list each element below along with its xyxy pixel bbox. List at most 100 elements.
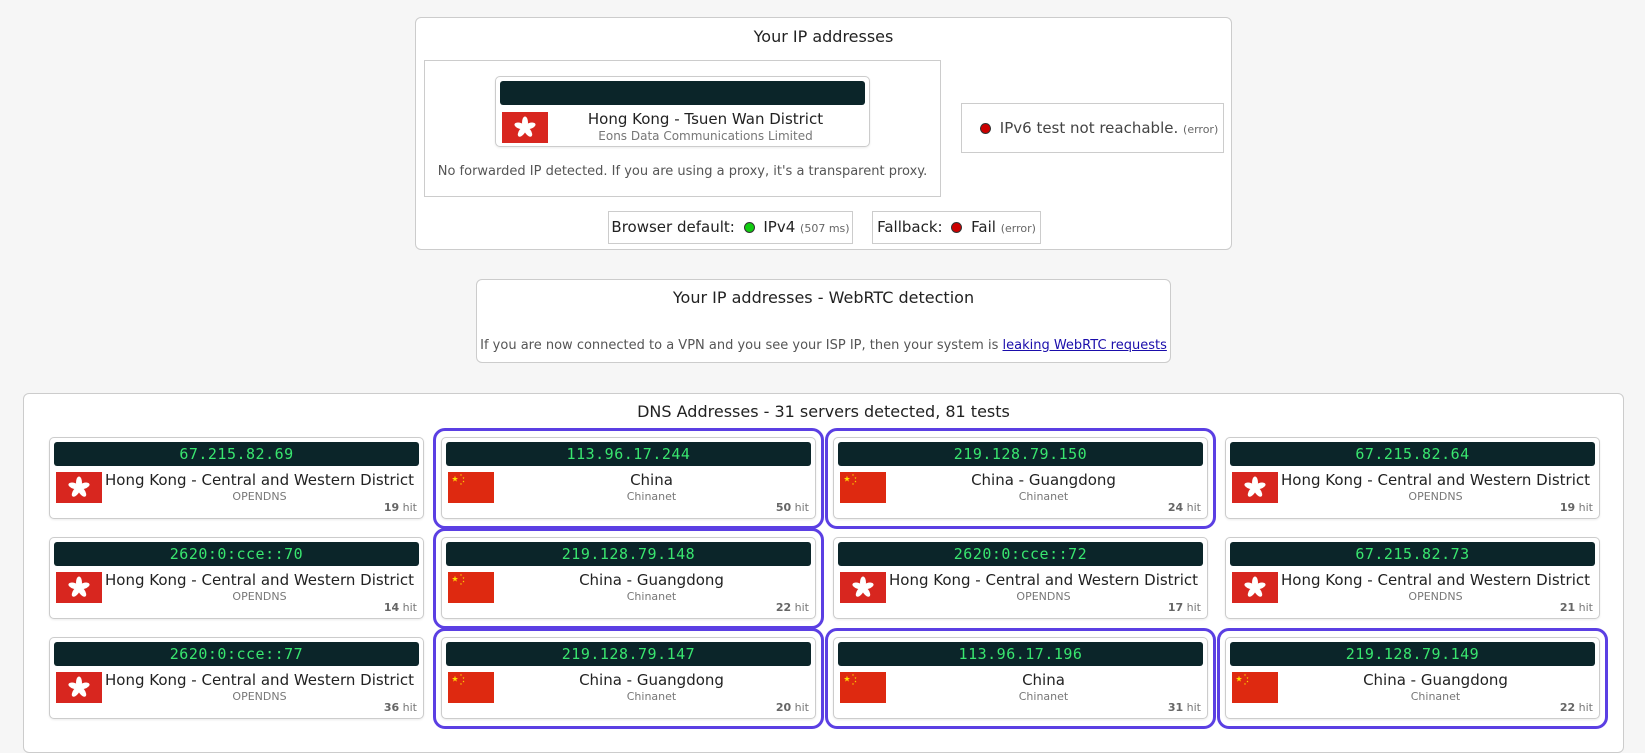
flag — [1232, 472, 1278, 503]
webrtc-panel: Your IP addresses - WebRTC detection If … — [476, 279, 1171, 363]
ip-panel: Your IP addresses Hong Kong - Tsuen Wan … — [415, 17, 1232, 250]
dns-isp: Chinanet — [626, 490, 677, 503]
page: Your IP addresses Hong Kong - Tsuen Wan … — [23, 17, 1624, 753]
dns-isp: Chinanet — [1018, 490, 1069, 503]
ip-location: Hong Kong - Tsuen Wan District — [587, 110, 824, 128]
ipv6-status: (error) — [1183, 123, 1219, 136]
dns-ip: 113.96.17.196 — [838, 642, 1203, 666]
dns-ip: 219.128.79.149 — [1230, 642, 1595, 666]
highlight-outline — [825, 628, 1216, 729]
flag — [56, 472, 102, 503]
hit-count: 14 — [383, 601, 400, 614]
flag — [56, 572, 102, 603]
dns-server-card: 2620:0:cce::72 Hong Kong - Central and We… — [833, 537, 1208, 619]
fallback-status: (error) — [1000, 222, 1036, 235]
hit-count: 20 — [775, 701, 792, 714]
ipv6-box: IPv6 test not reachable. (error) — [961, 103, 1224, 153]
dns-hits: 31 hit — [1168, 701, 1201, 714]
dns-hits: 19 hit — [384, 501, 417, 514]
dns-ip: 67.215.82.73 — [1230, 542, 1595, 566]
hit-count: 22 — [775, 601, 792, 614]
hit-unit: hit — [794, 701, 809, 714]
dns-isp: OPENDNS — [232, 690, 287, 703]
dns-ip: 2620:0:cce::72 — [838, 542, 1203, 566]
dns-hits: 14 hit — [384, 601, 417, 614]
webrtc-link[interactable]: leaking WebRTC requests — [1002, 338, 1167, 353]
hit-unit: hit — [402, 601, 417, 614]
ip-panel-title: Your IP addresses — [753, 27, 894, 46]
dns-hits: 22 hit — [1560, 701, 1593, 714]
webrtc-note-line: If you are now connected to a VPN and yo… — [477, 338, 1170, 353]
highlight-outline — [433, 528, 824, 629]
flag — [448, 472, 494, 503]
dns-isp: OPENDNS — [232, 490, 287, 503]
dns-ip: 219.128.79.150 — [838, 442, 1203, 466]
flag — [840, 572, 886, 603]
fallback-box: Fallback: Fail (error) — [872, 211, 1041, 244]
flag — [840, 672, 886, 703]
hit-count: 36 — [383, 701, 400, 714]
flag — [56, 672, 102, 703]
dns-location: Hong Kong - Central and Western District — [104, 571, 415, 589]
dns-server-card: 219.128.79.147 China - Guangdong Chinanet 2… — [441, 637, 816, 719]
hit-unit: hit — [794, 501, 809, 514]
flag-hk — [502, 112, 548, 143]
hit-unit: hit — [1186, 601, 1201, 614]
fallback-label: Fallback: — [877, 218, 943, 236]
status-dot-green — [743, 222, 755, 233]
webrtc-note: If you are now connected to a VPN and yo… — [480, 338, 999, 353]
dns-location: Hong Kong - Central and Western District — [1280, 471, 1591, 489]
dns-ip: 219.128.79.148 — [446, 542, 811, 566]
dns-server-card: 67.215.82.69 Hong Kong - Central and West… — [49, 437, 424, 519]
dns-location: China — [630, 471, 673, 489]
dns-location: China - Guangdong — [579, 571, 724, 589]
hit-count: 24 — [1167, 501, 1184, 514]
dns-hits: 50 hit — [776, 501, 809, 514]
browser-default-box: Browser default: IPv4 (507 ms) — [608, 211, 853, 244]
dns-location: China - Guangdong — [971, 471, 1116, 489]
dns-hits: 36 hit — [384, 701, 417, 714]
dns-isp: Chinanet — [626, 690, 677, 703]
flag — [448, 672, 494, 703]
hit-unit: hit — [794, 601, 809, 614]
hit-count: 19 — [1559, 501, 1576, 514]
dns-isp: OPENDNS — [232, 590, 287, 603]
hit-unit: hit — [1186, 501, 1201, 514]
dns-panel: DNS Addresses - 31 servers detected, 81 … — [23, 393, 1624, 753]
ip-isp: Eons Data Communications Limited — [598, 129, 813, 143]
hit-unit: hit — [1186, 701, 1201, 714]
dns-server-card: 2620:0:cce::70 Hong Kong - Central and We… — [49, 537, 424, 619]
status-dot-red — [951, 222, 963, 233]
hit-unit: hit — [402, 701, 417, 714]
hit-count: 17 — [1167, 601, 1184, 614]
dns-location: China — [1022, 671, 1065, 689]
browser-default-protocol: IPv4 — [763, 218, 796, 236]
dns-location: China - Guangdong — [579, 671, 724, 689]
webrtc-title: Your IP addresses - WebRTC detection — [672, 288, 975, 307]
forwarded-note: No forwarded IP detected. If you are usi… — [437, 164, 928, 179]
dns-location: Hong Kong - Central and Western District — [104, 671, 415, 689]
dns-server-card: 67.215.82.64 Hong Kong - Central and West… — [1225, 437, 1600, 519]
highlight-outline — [1217, 628, 1608, 729]
hit-unit: hit — [402, 501, 417, 514]
dns-isp: Chinanet — [1018, 690, 1069, 703]
dns-hits: 24 hit — [1168, 501, 1201, 514]
dns-hits: 20 hit — [776, 701, 809, 714]
dns-server-card: 113.96.17.244 China Chinanet 50 hit — [441, 437, 816, 519]
hit-count: 50 — [775, 501, 792, 514]
hit-count: 31 — [1167, 701, 1184, 714]
dns-title: DNS Addresses - 31 servers detected, 81 … — [637, 402, 1010, 421]
hit-unit: hit — [1578, 501, 1593, 514]
flag — [1232, 572, 1278, 603]
browser-default-time: (507 ms) — [800, 222, 850, 235]
hit-unit: hit — [1578, 701, 1593, 714]
dns-isp: OPENDNS — [1408, 590, 1463, 603]
dns-isp: OPENDNS — [1408, 490, 1463, 503]
dns-hits: 21 hit — [1560, 601, 1593, 614]
hit-count: 19 — [383, 501, 400, 514]
hit-count: 21 — [1559, 601, 1576, 614]
dns-ip: 2620:0:cce::77 — [54, 642, 419, 666]
dns-ip: 67.215.82.64 — [1230, 442, 1595, 466]
dns-ip: 113.96.17.244 — [446, 442, 811, 466]
